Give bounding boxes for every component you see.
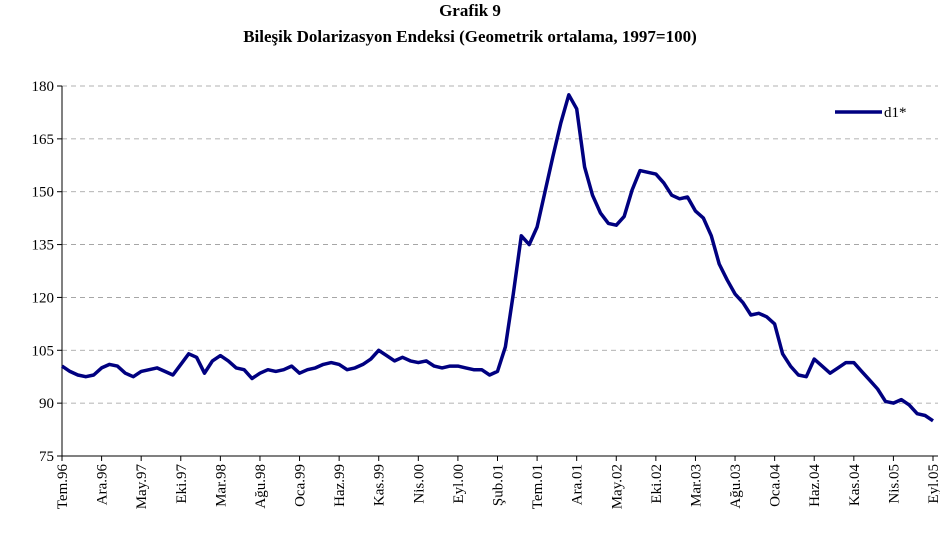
data-line [61, 93, 934, 423]
x-tick-label: Ara.01 [570, 464, 586, 505]
y-tick-label: 150 [32, 185, 55, 201]
y-tick-label: 90 [39, 396, 54, 412]
x-tick-label: Mar.98 [213, 464, 229, 507]
chart-title: Grafik 9 [439, 1, 501, 20]
y-tick-label: 105 [32, 343, 55, 359]
x-tick-label: Eyl.00 [451, 464, 467, 504]
x-tick-label: Oca.04 [768, 464, 784, 507]
x-tick-label: May.02 [609, 464, 625, 509]
chart-subtitle: Bileşik Dolarizasyon Endeksi (Geometrik … [243, 27, 697, 46]
x-tick-label: Mar.03 [688, 464, 704, 507]
x-tick-label: Tem.01 [530, 464, 546, 509]
y-tick-label: 165 [32, 132, 55, 148]
x-tick-label: Oca.99 [293, 464, 309, 507]
y-tick-label: 75 [39, 449, 54, 465]
x-tick-label: Nis.05 [886, 464, 902, 504]
x-tick-label: Eki.02 [649, 464, 665, 504]
x-tick-label: Şub.01 [491, 464, 507, 506]
y-tick-label: 120 [32, 290, 55, 306]
x-tick-label: Nis.00 [411, 464, 427, 504]
x-tick-label: Eyl.05 [926, 464, 940, 504]
x-tick-label: Eki.97 [174, 464, 190, 504]
y-tick-label: 180 [32, 79, 55, 95]
x-tick-label: Tem.96 [55, 464, 71, 510]
x-tick-label: Kas.99 [372, 464, 388, 506]
x-tick-label: Kas.04 [847, 464, 863, 507]
x-tick-label: May.97 [134, 464, 150, 510]
x-tick-label: Haz.04 [807, 464, 823, 507]
y-tick-label: 135 [32, 238, 55, 254]
legend-label: d1* [884, 105, 907, 121]
x-tick-label: Haz.99 [332, 464, 348, 507]
x-tick-label: Ara.96 [95, 464, 111, 506]
x-tick-label: Ağu.98 [253, 464, 269, 509]
x-tick-label: Ağu.03 [728, 464, 744, 509]
